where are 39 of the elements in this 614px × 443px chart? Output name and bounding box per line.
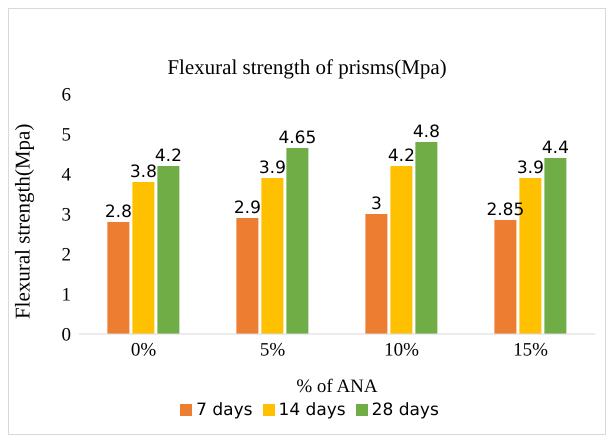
y-tick-label: 6 bbox=[62, 84, 71, 106]
legend-label: 28 days bbox=[372, 400, 439, 420]
y-tick-label: 4 bbox=[62, 164, 72, 186]
bar bbox=[494, 220, 516, 334]
y-tick-label: 0 bbox=[62, 324, 71, 346]
y-axis-title: Flexural strength(Mpa) bbox=[10, 124, 34, 319]
bar bbox=[365, 214, 388, 334]
y-tick-label: 5 bbox=[62, 124, 71, 146]
bar bbox=[415, 142, 438, 334]
data-label: 2.8 bbox=[104, 202, 132, 222]
x-axis-title: % of ANA bbox=[296, 376, 378, 397]
legend-label: 14 days bbox=[278, 400, 346, 420]
data-label: 3 bbox=[370, 194, 382, 214]
bar bbox=[261, 178, 284, 334]
x-tick-label: 15% bbox=[513, 339, 548, 360]
data-label: 4.2 bbox=[388, 146, 415, 166]
data-label: 3.9 bbox=[258, 158, 286, 178]
x-tick-label: 0% bbox=[130, 339, 156, 360]
bar bbox=[107, 222, 130, 334]
data-label: 2.9 bbox=[234, 198, 261, 218]
data-label: 3.9 bbox=[516, 158, 544, 178]
bar bbox=[286, 148, 308, 334]
data-label: 3.8 bbox=[130, 162, 157, 182]
bar bbox=[544, 158, 566, 334]
x-tick-label: 5% bbox=[260, 339, 286, 360]
data-label: 4.65 bbox=[278, 128, 316, 148]
data-label: 4.2 bbox=[154, 146, 182, 166]
bar bbox=[236, 218, 258, 334]
x-tick-label: 10% bbox=[384, 339, 420, 360]
bar bbox=[157, 166, 180, 334]
bar bbox=[390, 166, 412, 334]
y-tick-label: 2 bbox=[62, 244, 71, 266]
y-tick-label: 3 bbox=[62, 204, 71, 226]
data-label: 4.8 bbox=[412, 122, 440, 142]
legend-label: 7 days bbox=[196, 400, 252, 420]
bar bbox=[132, 182, 154, 334]
chart-title: Flexural strength of prisms(Mpa) bbox=[166, 55, 448, 80]
y-tick-label: 1 bbox=[62, 284, 71, 306]
data-label: 4.4 bbox=[542, 138, 569, 158]
